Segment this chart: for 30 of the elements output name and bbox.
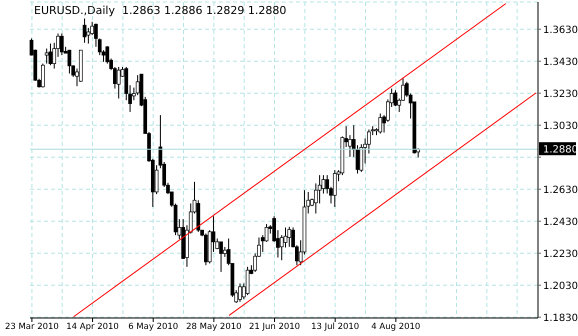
candlestick — [48, 43, 52, 66]
y-tick-label: 1.2430 — [543, 216, 578, 228]
y-tick-label: 1.1830 — [543, 312, 578, 324]
candlestick — [82, 18, 86, 44]
x-tick-label: 4 Aug 2010 — [371, 322, 420, 332]
candlestick — [68, 50, 72, 74]
y-tick-label: 1.3430 — [543, 56, 578, 68]
candlestick — [238, 282, 242, 302]
candlestick — [44, 48, 49, 64]
y-tick-label: 1.3230 — [543, 88, 578, 100]
y-tick-label: 1.2030 — [543, 280, 578, 292]
x-tick-label: 28 May 2010 — [186, 322, 242, 332]
chart-title: EURUSD.,Daily 1.2863 1.2886 1.2829 1.2880 — [34, 4, 286, 17]
x-tick-label: 13 Jul 2010 — [311, 322, 360, 332]
candlestick — [116, 66, 121, 99]
candlestick — [378, 113, 382, 134]
candlestick — [332, 170, 337, 208]
candlestick — [41, 63, 45, 88]
y-tick-label: 1.2230 — [543, 248, 578, 260]
candlestick — [219, 241, 223, 272]
y-tick-label: 1.3030 — [543, 120, 578, 132]
y-tick-label: 1.2630 — [543, 184, 578, 196]
candlestick — [246, 266, 250, 296]
x-tick-label: 23 Mar 2010 — [4, 322, 59, 332]
candlestick — [287, 226, 292, 248]
x-tick-label: 6 May 2010 — [128, 322, 178, 332]
candlestick — [60, 33, 64, 56]
x-tick-label: 21 Jun 2010 — [248, 322, 300, 332]
y-tick-label: 1.3630 — [543, 24, 578, 36]
x-tick-label: 14 Apr 2010 — [66, 322, 119, 332]
